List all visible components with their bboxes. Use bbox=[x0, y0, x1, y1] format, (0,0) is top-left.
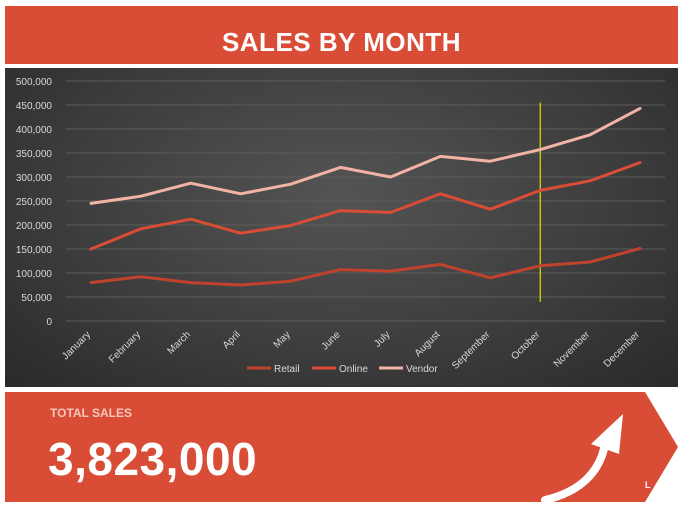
x-tick-label: November bbox=[552, 329, 593, 370]
x-tick-label: February bbox=[107, 329, 143, 365]
total-panel-background bbox=[5, 392, 678, 502]
x-tick-label: March bbox=[165, 329, 192, 356]
total-sales-value: 3,823,000 bbox=[48, 433, 258, 485]
total-panel-shape bbox=[5, 392, 678, 502]
x-tick-label: January bbox=[60, 329, 93, 362]
x-tick-label: April bbox=[221, 329, 243, 351]
series-line-retail bbox=[89, 247, 642, 287]
x-tick-label: December bbox=[602, 329, 643, 370]
y-tick-label: 150,000 bbox=[16, 245, 53, 256]
series-line-online bbox=[89, 161, 642, 251]
y-tick-label: 500,000 bbox=[16, 77, 53, 88]
line-chart: 0 50,000 100,000 150,000 200,000 250,000 300,0… bbox=[16, 77, 665, 375]
series-line-vendor bbox=[89, 106, 642, 205]
y-tick-label: 300,000 bbox=[16, 173, 53, 184]
y-tick-label: 450,000 bbox=[16, 101, 53, 112]
title-banner: SALES BY MONTH bbox=[5, 6, 678, 64]
legend-label: Online bbox=[339, 364, 368, 375]
x-tick-label: June bbox=[320, 329, 343, 352]
legend-label: Vendor bbox=[406, 364, 438, 375]
x-tick-label: August bbox=[413, 329, 443, 359]
x-tick-label: July bbox=[372, 329, 392, 349]
chart-title: SALES BY MONTH bbox=[221, 26, 462, 57]
corner-mark: L bbox=[645, 480, 651, 490]
y-tick-label: 0 bbox=[46, 317, 52, 328]
y-tick-label: 100,000 bbox=[16, 269, 53, 280]
y-tick-label: 50,000 bbox=[21, 293, 52, 304]
x-tick-label: October bbox=[509, 329, 542, 362]
growth-arrow-icon bbox=[541, 440, 609, 502]
y-tick-label: 200,000 bbox=[16, 221, 53, 232]
chart-panel: 0 50,000 100,000 150,000 200,000 250,000 300,0… bbox=[5, 68, 678, 387]
y-tick-label: 400,000 bbox=[16, 125, 53, 136]
total-sales-panel: TOTAL SALES 3,823,000 L bbox=[5, 392, 678, 502]
x-tick-label: September bbox=[450, 329, 493, 372]
y-tick-label: 350,000 bbox=[16, 149, 53, 160]
total-sales-label: TOTAL SALES bbox=[50, 406, 133, 420]
y-tick-label: 250,000 bbox=[16, 197, 53, 208]
growth-arrow-head-icon bbox=[591, 414, 623, 454]
legend-label: Retail bbox=[274, 364, 300, 375]
x-tick-label: May bbox=[272, 329, 293, 350]
